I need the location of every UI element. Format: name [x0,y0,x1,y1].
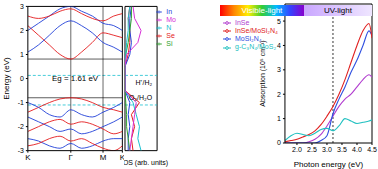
svg-text:1: 1 [277,115,281,122]
svg-text:3: 3 [20,3,24,10]
html-text:g-C₃N₄/MoS₂: g-C₃N₄/MoS₂ [235,43,277,51]
svg-text:2.5: 2.5 [307,146,317,153]
svg-text:4.0: 4.0 [352,146,362,153]
html-text:N: N [166,24,172,31]
html-text:MoSi₂N₄: MoSi₂N₄ [235,35,262,43]
svg-text:LDOS (arb. units): LDOS (arb. units) [124,159,168,167]
svg-text:Γ: Γ [69,153,74,162]
svg-text:2: 2 [20,27,24,34]
svg-text:K: K [25,153,31,162]
svg-text:5: 5 [277,18,281,25]
svg-text:2: 2 [277,91,281,98]
svg-text:-1: -1 [18,99,24,106]
svg-text:Eg = 1.61 eV: Eg = 1.61 eV [52,74,99,83]
svg-text:0: 0 [277,139,281,146]
svg-text:0: 0 [20,75,24,82]
svg-text:3.0: 3.0 [322,146,332,153]
svg-text:4.5: 4.5 [367,146,370,153]
html-text:UV-light: UV-light [323,6,352,15]
html-text:Si: Si [166,40,173,47]
svg-text:M: M [100,153,107,162]
html-text:Se: Se [166,32,175,39]
svg-text:3.5: 3.5 [337,146,347,153]
html-text:InSe/MoSi₂N₄: InSe/MoSi₂N₄ [235,27,278,35]
svg-text:Absorption (10⁵ cm⁻¹): Absorption (10⁵ cm⁻¹) [259,40,267,106]
svg-text:-3: -3 [18,147,24,154]
svg-text:3: 3 [277,66,281,73]
html-text:Mo: Mo [166,16,176,23]
svg-text:4: 4 [277,42,281,49]
html-text:InSe: InSe [235,19,250,26]
svg-text:Photon energy (eV): Photon energy (eV) [294,160,364,169]
svg-text:2.0: 2.0 [292,146,302,153]
svg-text:Energy (eV): Energy (eV) [8,57,11,100]
html-text:Visible-light: Visible-light [241,6,283,15]
svg-text:-2: -2 [18,123,24,130]
html-text:In: In [166,8,173,15]
svg-text:H⁺/H₂: H⁺/H₂ [136,79,153,86]
svg-text:1: 1 [20,51,24,58]
svg-text:O₂/H₂O: O₂/H₂O [129,94,153,101]
